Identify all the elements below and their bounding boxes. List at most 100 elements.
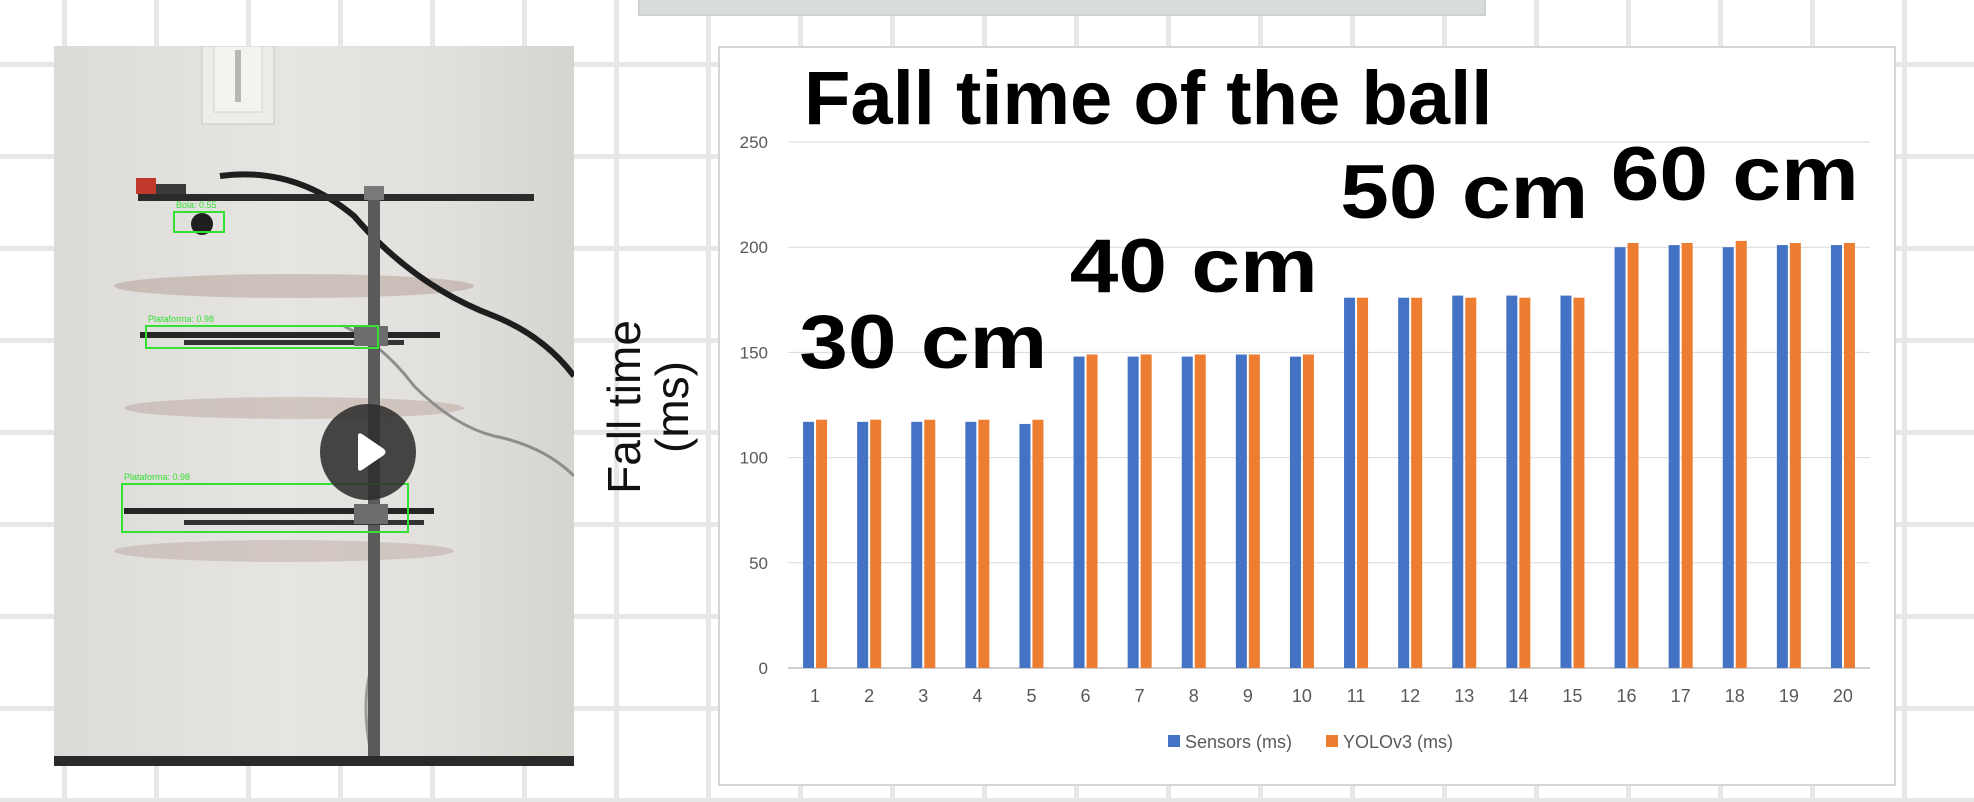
bar-yolov3 (1357, 297, 1369, 668)
y-axis-title-line: Fall time (598, 320, 650, 494)
distance-annotation: 30 cm (799, 300, 1047, 385)
distance-annotation: 40 cm (1070, 224, 1318, 309)
bar-yolov3 (816, 419, 828, 668)
bar-yolov3 (1302, 354, 1314, 668)
top-arm (138, 194, 534, 201)
bar-sensors (1776, 245, 1788, 668)
bar-yolov3 (1411, 297, 1423, 668)
bar-yolov3 (1735, 240, 1747, 668)
bar-sensors (1073, 356, 1085, 668)
y-tick-label: 50 (749, 554, 768, 573)
x-tick-label: 13 (1454, 686, 1474, 706)
x-tick-label: 5 (1026, 686, 1036, 706)
bar-yolov3 (1465, 297, 1477, 668)
platform-shadow (114, 540, 454, 562)
bar-yolov3 (1843, 242, 1855, 668)
detection-platform-lower: Plataforma: 0.98 (121, 472, 409, 533)
platform-lower (124, 508, 434, 514)
wall-thermometer (201, 46, 275, 125)
bar-sensors (1668, 245, 1680, 668)
platform-shadow (114, 274, 474, 298)
y-tick-label: 150 (740, 343, 768, 362)
ball-release-clamp (136, 178, 156, 194)
bar-chart: 0 50 100 150 200 250 1 2 3 4 5 6 7 8 9 10 11 12 13 14 15 16 17… (718, 46, 1896, 786)
y-tick-label: 100 (740, 449, 768, 468)
experiment-scene: Bola: 0.55 Plataforma: 0.98 Plataforma: … (114, 46, 574, 766)
distance-annotation: 60 cm (1611, 132, 1859, 217)
experiment-video[interactable]: Bola: 0.55 Plataforma: 0.98 Plataforma: … (54, 46, 574, 766)
bar-yolov3 (978, 419, 990, 668)
title-backdrop (794, 58, 1466, 140)
bar-yolov3 (1627, 242, 1639, 668)
bar-sensors (911, 421, 923, 668)
legend-swatch-yolov3 (1326, 735, 1338, 747)
bar-yolov3 (1519, 297, 1531, 668)
x-tick-label: 1 (810, 686, 820, 706)
bar-sensors (1181, 356, 1193, 668)
svg-text:Plataforma: 0.98: Plataforma: 0.98 (124, 472, 190, 482)
x-tick-label: 19 (1779, 686, 1799, 706)
detection-platform-upper: Plataforma: 0.98 (145, 314, 379, 349)
bar-sensors (1830, 245, 1842, 668)
black-cable (219, 171, 574, 378)
x-tick-label: 14 (1508, 686, 1528, 706)
bar-yolov3 (1086, 354, 1098, 668)
svg-text:Bola: 0.55: Bola: 0.55 (176, 200, 217, 210)
bar-yolov3 (1140, 354, 1152, 668)
bar-sensors (1722, 247, 1734, 668)
bar-sensors (803, 421, 815, 668)
floor-shadow (54, 756, 574, 766)
platform-upper (140, 332, 440, 338)
bar-sensors (1235, 354, 1247, 668)
x-tick-label: 16 (1617, 686, 1637, 706)
bar-sensors (1452, 295, 1464, 668)
bar-sensors (1398, 297, 1410, 668)
play-icon (358, 433, 386, 471)
x-tick-label: 12 (1400, 686, 1420, 706)
x-tick-label: 8 (1189, 686, 1199, 706)
x-tick-label: 17 (1671, 686, 1691, 706)
svg-text:Plataforma: 0.98: Plataforma: 0.98 (148, 314, 214, 324)
bar-yolov3 (1248, 354, 1260, 668)
legend-swatch-sensors (1168, 735, 1180, 747)
bar-yolov3 (1789, 242, 1801, 668)
bar-sensors (1289, 356, 1301, 668)
distance-annotation: 50 cm (1340, 150, 1588, 235)
bar-yolov3 (1032, 419, 1044, 668)
top-banner (638, 0, 1486, 16)
bar-yolov3 (924, 419, 936, 668)
play-button[interactable] (320, 404, 416, 500)
x-tick-label: 7 (1135, 686, 1145, 706)
x-tick-label: 6 (1081, 686, 1091, 706)
x-tick-label: 2 (864, 686, 874, 706)
legend-label: YOLOv3 (ms) (1343, 732, 1453, 752)
x-tick-label: 4 (972, 686, 982, 706)
x-tick-label: 15 (1562, 686, 1582, 706)
y-tick-label: 200 (740, 238, 768, 257)
x-tick-label: 20 (1833, 686, 1853, 706)
bar-sensors (1019, 423, 1031, 668)
ball (191, 213, 213, 235)
x-tick-label: 3 (918, 686, 928, 706)
bar-yolov3 (1573, 297, 1585, 668)
detection-ball: Bola: 0.55 (173, 200, 225, 233)
chart-title: Fall time of the ball (804, 56, 1492, 141)
bar-sensors (857, 421, 869, 668)
bar-sensors (1127, 356, 1139, 668)
bar-sensors (1560, 295, 1572, 668)
bar-sensors (1506, 295, 1518, 668)
bar-yolov3 (1194, 354, 1206, 668)
y-axis-title-line: (ms) (646, 361, 698, 453)
bar-yolov3 (870, 419, 882, 668)
grey-cable (343, 324, 574, 478)
y-tick-label: 250 (740, 133, 768, 152)
legend-label: Sensors (ms) (1185, 732, 1292, 752)
x-tick-label: 9 (1243, 686, 1253, 706)
bar-sensors (965, 421, 977, 668)
y-tick-label: 0 (759, 659, 768, 678)
x-tick-label: 18 (1725, 686, 1745, 706)
bar-sensors (1614, 247, 1626, 668)
x-tick-label: 10 (1292, 686, 1312, 706)
bar-sensors (1344, 297, 1356, 668)
